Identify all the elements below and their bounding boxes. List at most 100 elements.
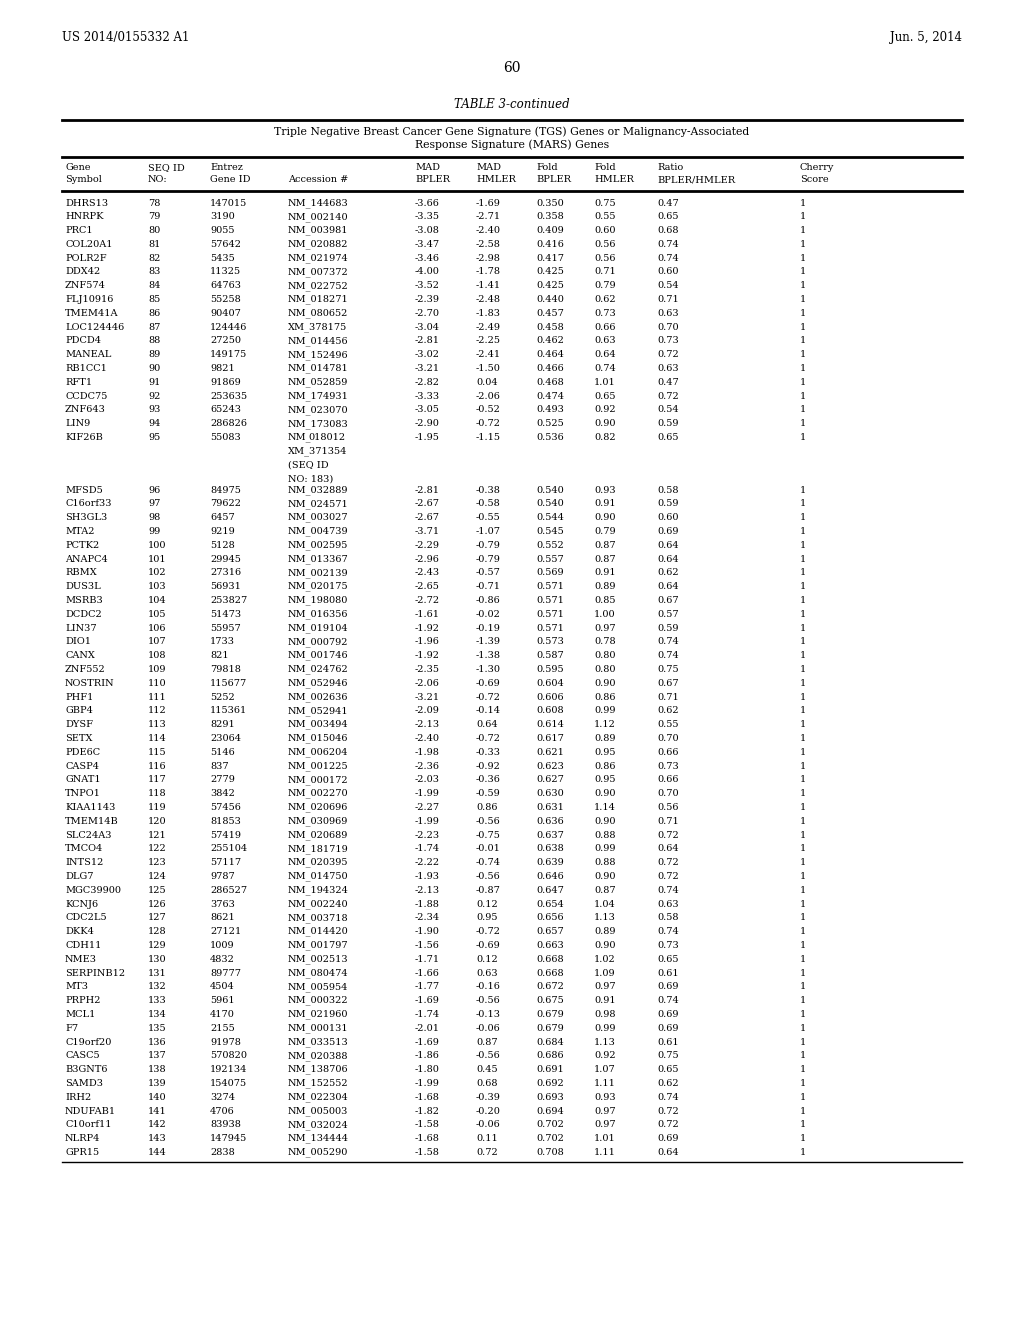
Text: 139: 139 <box>148 1078 167 1088</box>
Text: 1: 1 <box>800 1010 806 1019</box>
Text: 104: 104 <box>148 595 167 605</box>
Text: 0.87: 0.87 <box>476 1038 498 1047</box>
Text: 0.71: 0.71 <box>657 296 679 304</box>
Text: 3190: 3190 <box>210 213 234 222</box>
Text: 113: 113 <box>148 721 167 729</box>
Text: IRH2: IRH2 <box>65 1093 91 1102</box>
Text: 0.97: 0.97 <box>594 1121 615 1130</box>
Text: 1: 1 <box>800 706 806 715</box>
Text: 0.457: 0.457 <box>536 309 564 318</box>
Text: 0.87: 0.87 <box>594 541 615 549</box>
Text: 0.458: 0.458 <box>536 322 564 331</box>
Text: NM_014456: NM_014456 <box>288 337 348 346</box>
Text: 1: 1 <box>800 554 806 564</box>
Text: PRC1: PRC1 <box>65 226 92 235</box>
Text: 0.72: 0.72 <box>657 350 679 359</box>
Text: -1.82: -1.82 <box>415 1106 440 1115</box>
Text: MAD: MAD <box>415 164 440 173</box>
Text: NOSTRIN: NOSTRIN <box>65 678 115 688</box>
Text: 0.571: 0.571 <box>536 582 564 591</box>
Text: 1: 1 <box>800 873 806 880</box>
Text: 0.474: 0.474 <box>536 392 564 401</box>
Text: 1: 1 <box>800 499 806 508</box>
Text: 128: 128 <box>148 927 167 936</box>
Text: 136: 136 <box>148 1038 167 1047</box>
Text: -2.96: -2.96 <box>415 554 440 564</box>
Text: 64763: 64763 <box>210 281 241 290</box>
Text: 88: 88 <box>148 337 160 346</box>
Text: 1: 1 <box>800 1093 806 1102</box>
Text: 570820: 570820 <box>210 1051 247 1060</box>
Text: DYSF: DYSF <box>65 721 93 729</box>
Text: 3274: 3274 <box>210 1093 234 1102</box>
Text: -2.72: -2.72 <box>415 595 440 605</box>
Text: Response Signature (MARS) Genes: Response Signature (MARS) Genes <box>415 140 609 150</box>
Text: 57642: 57642 <box>210 240 241 249</box>
Text: 99: 99 <box>148 527 160 536</box>
Text: -1.69: -1.69 <box>476 198 501 207</box>
Text: -0.72: -0.72 <box>476 927 501 936</box>
Text: 0.440: 0.440 <box>536 296 564 304</box>
Text: 0.63: 0.63 <box>657 899 679 908</box>
Text: -1.15: -1.15 <box>476 433 501 442</box>
Text: NM_002240: NM_002240 <box>288 899 348 909</box>
Text: 1: 1 <box>800 364 806 374</box>
Text: 134: 134 <box>148 1010 167 1019</box>
Text: 0.72: 0.72 <box>657 392 679 401</box>
Text: -1.58: -1.58 <box>415 1148 440 1156</box>
Text: 0.45: 0.45 <box>476 1065 498 1074</box>
Text: -0.75: -0.75 <box>476 830 501 840</box>
Text: 5961: 5961 <box>210 997 234 1005</box>
Text: 0.74: 0.74 <box>657 1093 679 1102</box>
Text: FLJ10916: FLJ10916 <box>65 296 114 304</box>
Text: 1.11: 1.11 <box>594 1148 615 1156</box>
Text: PDCD4: PDCD4 <box>65 337 101 346</box>
Text: MANEAL: MANEAL <box>65 350 112 359</box>
Text: -2.49: -2.49 <box>476 322 501 331</box>
Text: 100: 100 <box>148 541 167 549</box>
Text: 1: 1 <box>800 927 806 936</box>
Text: -3.46: -3.46 <box>415 253 440 263</box>
Text: -2.27: -2.27 <box>415 803 440 812</box>
Text: NM_030969: NM_030969 <box>288 816 348 826</box>
Text: -3.33: -3.33 <box>415 392 440 401</box>
Text: 1.13: 1.13 <box>594 913 615 923</box>
Text: -1.80: -1.80 <box>415 1065 440 1074</box>
Text: -1.71: -1.71 <box>415 954 440 964</box>
Text: HNRPK: HNRPK <box>65 213 103 222</box>
Text: 0.59: 0.59 <box>657 623 679 632</box>
Text: POLR2F: POLR2F <box>65 253 106 263</box>
Text: 120: 120 <box>148 817 167 826</box>
Text: -1.95: -1.95 <box>415 433 440 442</box>
Text: 112: 112 <box>148 706 167 715</box>
Text: 0.668: 0.668 <box>536 969 563 978</box>
Text: PCTK2: PCTK2 <box>65 541 99 549</box>
Text: CDH11: CDH11 <box>65 941 101 950</box>
Text: 0.75: 0.75 <box>594 198 615 207</box>
Text: 57419: 57419 <box>210 830 241 840</box>
Text: NM_020395: NM_020395 <box>288 858 348 867</box>
Text: 1: 1 <box>800 941 806 950</box>
Text: -2.70: -2.70 <box>415 309 440 318</box>
Text: 55258: 55258 <box>210 296 241 304</box>
Text: 0.69: 0.69 <box>657 982 679 991</box>
Text: -2.22: -2.22 <box>415 858 440 867</box>
Text: 0.72: 0.72 <box>657 1106 679 1115</box>
Text: 105: 105 <box>148 610 167 619</box>
Text: 65243: 65243 <box>210 405 241 414</box>
Text: 87: 87 <box>148 322 161 331</box>
Text: 0.69: 0.69 <box>657 1134 679 1143</box>
Text: 0.60: 0.60 <box>657 513 679 523</box>
Text: NM_020175: NM_020175 <box>288 582 348 591</box>
Text: 60: 60 <box>503 61 521 75</box>
Text: 0.74: 0.74 <box>657 240 679 249</box>
Text: -2.39: -2.39 <box>415 296 440 304</box>
Text: NME3: NME3 <box>65 954 97 964</box>
Text: -3.66: -3.66 <box>415 198 440 207</box>
Text: 1733: 1733 <box>210 638 234 647</box>
Text: 0.663: 0.663 <box>536 941 564 950</box>
Text: 1: 1 <box>800 997 806 1005</box>
Text: 90407: 90407 <box>210 309 241 318</box>
Text: 1.00: 1.00 <box>594 610 615 619</box>
Text: 1.02: 1.02 <box>594 954 615 964</box>
